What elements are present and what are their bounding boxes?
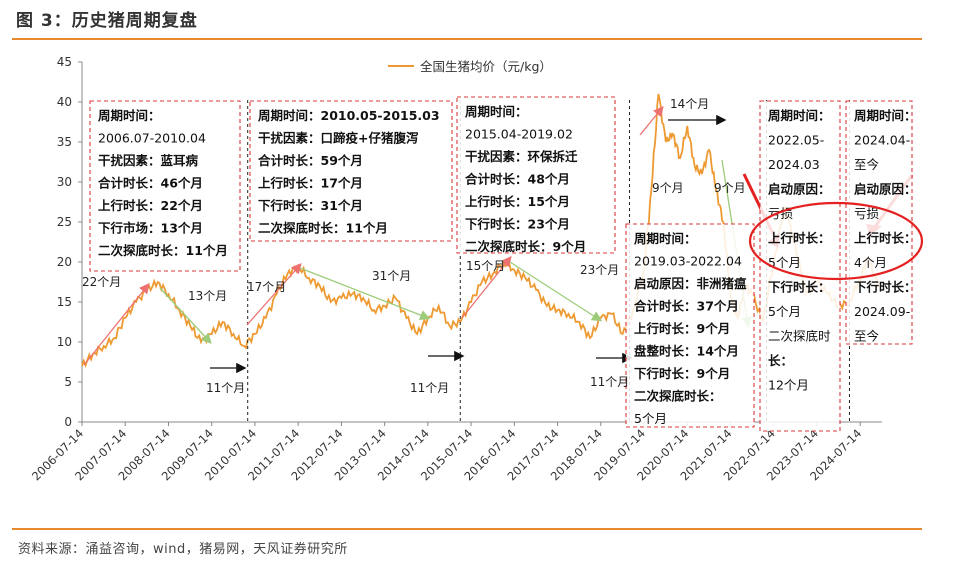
uptrend-arrow <box>246 263 302 326</box>
cycle-info-line: 二次探底时长： <box>634 389 722 404</box>
cycle-info-line: 至今 <box>854 329 880 344</box>
cycle-info-line: 至今 <box>854 157 880 172</box>
cycle-info-line: 5个月 <box>768 304 801 319</box>
cycle-info-line: 亏损 <box>854 206 880 221</box>
duration-label: 11个月 <box>410 381 449 395</box>
cycle-info-line: 周期时间： <box>854 108 917 123</box>
duration-label: 11个月 <box>590 375 629 389</box>
cycle-info-line: 下行市场：13个月 <box>98 221 203 236</box>
cycle-info-line: 2022.05- <box>768 133 824 148</box>
cycle-info-line: 2006.07-2010.04 <box>98 131 206 146</box>
cycle-info-line: 合计时长：48个月 <box>465 172 570 187</box>
y-tick-label: 0 <box>64 415 72 429</box>
cycle-info-box <box>89 100 241 272</box>
cycle-info-line: 启动原因：非洲猪瘟 <box>634 276 747 291</box>
cycle-info-line: 2024.03 <box>768 157 820 172</box>
cycle-info-box <box>249 100 453 242</box>
y-tick-label: 10 <box>57 335 72 349</box>
legend-label: 全国生猪均价（元/kg） <box>420 59 552 74</box>
cycle-info-line: 2019.03-2022.04 <box>634 254 742 269</box>
cycle-info-line: 二次探底时 <box>768 329 831 344</box>
cycle-info-line: 周期时间： <box>98 108 161 123</box>
cycle-info-line: 合计时长：46个月 <box>98 176 203 191</box>
cycle-info-line: 下行时长： <box>854 280 917 295</box>
cycle-info-line: 合计时长：59个月 <box>258 153 363 168</box>
cycle-info-line: 2015.04-2019.02 <box>465 127 573 142</box>
duration-label: 9个月 <box>714 181 746 195</box>
duration-label: 11个月 <box>206 381 245 395</box>
cycle-info-line: 下行时长： <box>768 280 831 295</box>
cycle-info-line: 干扰因素：口蹄疫+仔猪腹泻 <box>258 131 418 146</box>
top-rule <box>12 38 922 40</box>
downtrend-arrow <box>509 261 603 322</box>
cycle-info-line: 干扰因素：蓝耳病 <box>98 153 199 168</box>
cycle-info-line: 盘整时长：14个月 <box>634 344 739 359</box>
cycle-info-line: 二次探底时长：11个月 <box>258 221 388 236</box>
figure-title: 图 3：历史猪周期复盘 <box>16 11 198 31</box>
cycle-info-line: 二次探底时长：9个月 <box>465 239 586 254</box>
y-tick-label: 35 <box>57 135 72 149</box>
y-tick-label: 40 <box>57 95 72 109</box>
downtrend-arrow <box>159 287 212 344</box>
y-tick-label: 45 <box>57 55 72 69</box>
duration-label: 15个月 <box>466 259 505 273</box>
downtrend-arrow <box>299 267 431 321</box>
cycle-info-line: 合计时长：37个月 <box>634 299 739 314</box>
cycle-info-line: 2024.09- <box>854 304 910 319</box>
cycle-info-line: 周期时间： <box>768 108 831 123</box>
cycle-info-line: 周期时间： <box>634 231 697 246</box>
cycle-info-line: 长： <box>768 353 793 368</box>
y-tick-label: 30 <box>57 175 72 189</box>
cycle-info-line: 下行时长：31个月 <box>258 198 363 213</box>
y-tick-label: 5 <box>64 375 72 389</box>
cycle-info-line: 2024.04- <box>854 133 910 148</box>
cycle-info-line: 上行时长： <box>768 231 831 246</box>
cycle-info-line: 周期时间： <box>465 104 528 119</box>
cycle-info-box <box>845 100 913 345</box>
cycle-info-line: 干扰因素：环保拆迁 <box>465 149 578 164</box>
cycle-info-line: 下行时长：9个月 <box>634 366 730 381</box>
cycle-info-box <box>625 223 755 428</box>
source-note: 资料来源：涌益咨询，wind，猪易网，天风证券研究所 <box>18 542 348 557</box>
y-tick-label: 15 <box>57 295 72 309</box>
cycle-info-line: 上行时长：22个月 <box>98 198 203 213</box>
cycle-info-line: 12个月 <box>768 378 809 393</box>
y-tick-label: 20 <box>57 255 72 269</box>
cycle-info-line: 启动原因： <box>854 182 917 197</box>
uptrend-arrow <box>461 255 512 319</box>
duration-label: 31个月 <box>372 269 411 283</box>
cycle-info-line: 上行时长：9个月 <box>634 321 730 336</box>
duration-label: 13个月 <box>188 289 227 303</box>
cycle-info-line: 5个月 <box>768 255 801 270</box>
duration-label: 22个月 <box>82 275 121 289</box>
duration-label: 14个月 <box>670 97 709 111</box>
cycle-info-line: 上行时长：17个月 <box>258 176 363 191</box>
cycle-info-line: 周期时间：2010.05-2015.03 <box>258 108 440 123</box>
duration-label: 23个月 <box>580 263 619 277</box>
bottom-rule <box>12 528 922 530</box>
cycle-info-line: 上行时长：15个月 <box>465 194 570 209</box>
cycle-info-line: 启动原因： <box>768 182 831 197</box>
uptrend-arrow <box>639 105 664 136</box>
cycle-info-line: 5个月 <box>634 411 667 426</box>
cycle-info-line: 下行时长：23个月 <box>465 217 570 232</box>
highlight-circle <box>748 201 924 281</box>
duration-label: 17个月 <box>247 280 286 294</box>
duration-label: 9个月 <box>652 181 684 195</box>
cycle-info-box <box>456 96 616 254</box>
y-tick-label: 25 <box>57 215 72 229</box>
cycle-info-line: 上行时长： <box>854 231 917 246</box>
cycle-info-line: 4个月 <box>854 255 887 270</box>
uptrend-arrow <box>83 282 150 366</box>
cycle-info-line: 二次探底时长：11个月 <box>98 243 228 258</box>
